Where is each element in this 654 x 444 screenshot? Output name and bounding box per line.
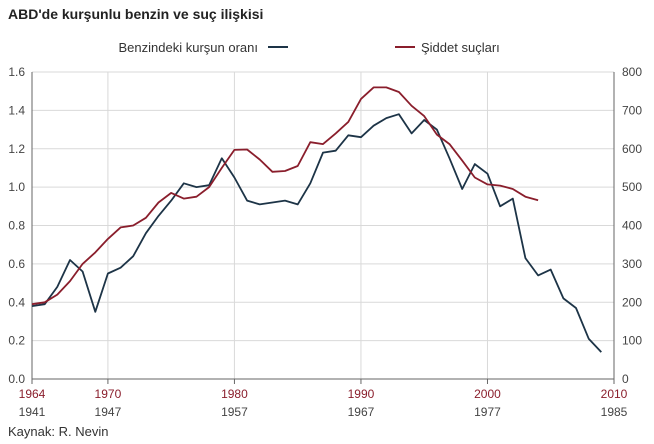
y-right-tick-label: 200 [622,295,642,309]
y-right-tick-label: 300 [622,257,642,271]
x-tick-label-crime-year: 1964 [19,387,46,401]
y-left-tick-label: 1.6 [8,65,25,79]
chart-title: ABD'de kurşunlu benzin ve suç ilişkisi [8,6,264,22]
x-tick-label-lead-year: 1947 [95,405,122,419]
x-tick-label-lead-year: 1967 [348,405,375,419]
y-right-tick-label: 600 [622,142,642,156]
y-right-tick-label: 500 [622,180,642,194]
x-tick-label-crime-year: 1980 [221,387,248,401]
x-tick-label-lead-year: 1941 [19,405,46,419]
y-left-tick-label: 1.4 [8,103,25,117]
source-note: Kaynak: R. Nevin [8,424,109,439]
y-left-tick-label: 0.0 [8,372,25,386]
y-left-tick-label: 0.6 [8,257,25,271]
y-right-tick-label: 400 [622,219,642,233]
x-tick-label-crime-year: 1990 [348,387,375,401]
series-line-crime [31,86,539,306]
y-right-tick-label: 100 [622,334,642,348]
x-tick-label-crime-year: 2000 [474,387,501,401]
legend-label-lead: Benzindeki kurşun oranı [119,40,258,55]
x-tick-label-crime-year: 2010 [601,387,628,401]
x-tick-label-crime-year: 1970 [95,387,122,401]
y-left-tick-label: 0.4 [8,295,25,309]
y-right-tick-label: 0 [622,372,629,386]
y-right-tick-label: 700 [622,103,642,117]
y-left-tick-label: 1.0 [8,180,25,194]
x-tick-label-lead-year: 1985 [601,405,628,419]
y-left-tick-label: 0.2 [8,334,25,348]
x-tick-label-lead-year: 1977 [474,405,501,419]
y-left-tick-label: 0.8 [8,219,25,233]
legend-label-crime: Şiddet suçları [421,40,500,55]
y-left-tick-label: 1.2 [8,142,25,156]
series-line-lead [31,113,602,353]
x-tick-label-lead-year: 1957 [221,405,248,419]
y-right-tick-label: 800 [622,65,642,79]
